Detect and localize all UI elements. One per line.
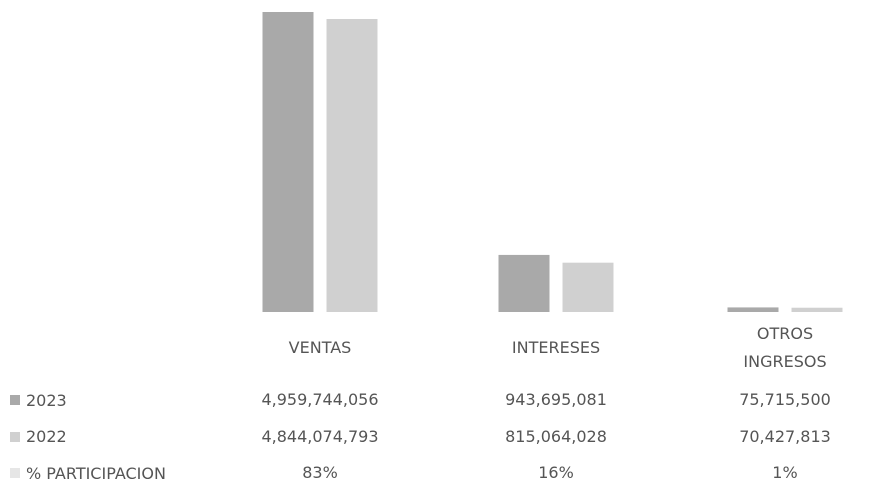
legend-entry: 2023: [10, 388, 67, 412]
legend-label: 2022: [26, 427, 67, 446]
bar: [262, 12, 314, 312]
table-value: 815,064,028: [505, 426, 607, 446]
bar: [562, 262, 614, 312]
table-value: 4,959,744,056: [261, 390, 379, 409]
bar: [791, 307, 843, 312]
bar: [326, 18, 378, 312]
category-label: OTROS INGRESOS: [743, 324, 827, 371]
legend-swatch: [10, 431, 20, 442]
category-label: INTERESES: [511, 338, 601, 357]
legend-entry: 2022: [10, 425, 67, 449]
legend-swatch: [10, 395, 20, 405]
bar: [498, 254, 550, 312]
table-value: 16%: [538, 463, 574, 482]
table-value: 83%: [302, 463, 338, 482]
table-value: 70,427,813: [739, 426, 831, 446]
table-value: 75,715,500: [739, 390, 831, 409]
legend-swatch: [10, 468, 20, 478]
bar: [727, 307, 779, 312]
legend-label: 2023: [26, 390, 67, 410]
table-value: 1%: [772, 463, 798, 482]
table-value: 4,844,074,793: [261, 426, 379, 446]
legend-label: % PARTICIPACION: [26, 463, 166, 483]
category-label: VENTAS: [288, 338, 352, 357]
legend-entry: % PARTICIPACION: [10, 461, 166, 485]
table-value: 943,695,081: [505, 390, 607, 409]
